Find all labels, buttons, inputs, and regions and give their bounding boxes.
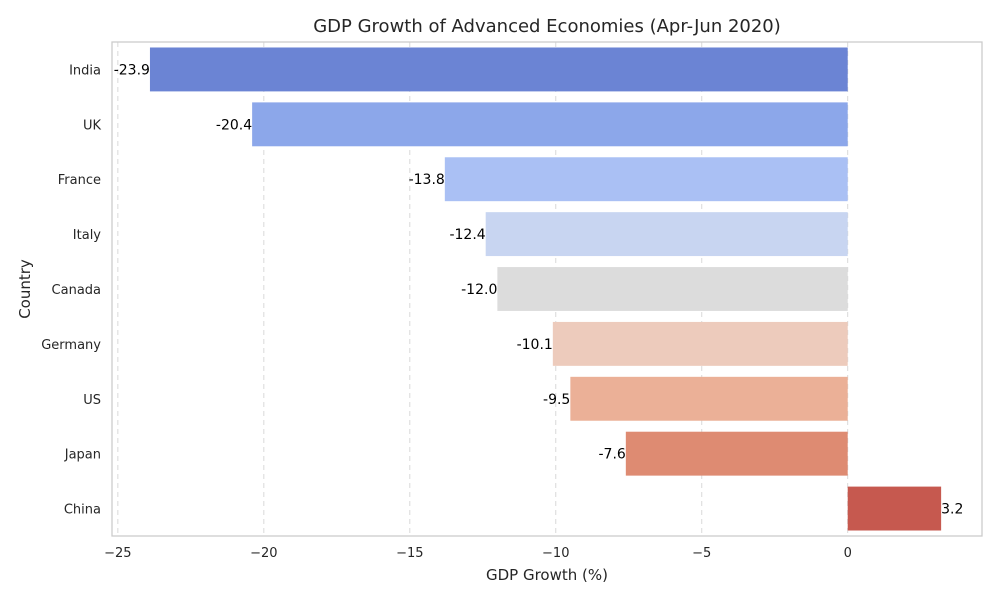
y-tick-label: US bbox=[83, 393, 101, 408]
x-tick-labels: −25 −20 −15 −10 −5 0 bbox=[104, 546, 852, 561]
x-tick-label: −5 bbox=[692, 546, 711, 561]
bar-india bbox=[149, 47, 848, 92]
data-label: -7.6 bbox=[598, 447, 625, 463]
bar-italy bbox=[485, 212, 848, 257]
data-label: -13.8 bbox=[409, 172, 445, 188]
x-axis-title: GDP Growth (%) bbox=[486, 566, 608, 584]
chart-title: GDP Growth of Advanced Economies (Apr-Ju… bbox=[313, 16, 781, 37]
data-label: -12.0 bbox=[461, 282, 497, 298]
x-tick-label: 0 bbox=[844, 546, 852, 561]
y-tick-label: India bbox=[69, 63, 101, 78]
data-label: -9.5 bbox=[543, 392, 570, 408]
data-label: -10.1 bbox=[517, 337, 553, 353]
data-label: -23.9 bbox=[114, 62, 150, 78]
y-tick-label: France bbox=[58, 173, 101, 188]
y-axis-title: Country bbox=[16, 259, 34, 319]
bar-us bbox=[570, 376, 848, 421]
data-label: 3.2 bbox=[941, 502, 963, 518]
y-tick-label: Japan bbox=[64, 448, 101, 463]
bar-uk bbox=[252, 102, 848, 147]
data-labels: -23.9 -20.4 -13.8 -12.4 -12.0 -10.1 -9.5 -7.6 3.… bbox=[114, 62, 964, 517]
x-tick-label: −20 bbox=[250, 546, 277, 561]
x-tick-label: −15 bbox=[396, 546, 423, 561]
bar-france bbox=[444, 157, 848, 202]
bar-china bbox=[847, 486, 942, 531]
bar-japan bbox=[625, 431, 848, 476]
y-tick-labels: India UK France Italy Canada Germany US Japan Ch… bbox=[41, 63, 101, 517]
y-tick-label: Italy bbox=[73, 228, 102, 243]
y-tick-label: China bbox=[64, 503, 101, 518]
y-tick-label: UK bbox=[83, 118, 102, 133]
data-label: -12.4 bbox=[449, 227, 485, 243]
x-tick-label: −10 bbox=[542, 546, 569, 561]
bar-germany bbox=[552, 321, 848, 366]
data-label: -20.4 bbox=[216, 117, 252, 133]
x-tick-label: −25 bbox=[104, 546, 131, 561]
plot-frame bbox=[111, 41, 983, 537]
bars bbox=[149, 47, 942, 531]
bar-canada bbox=[497, 267, 848, 311]
y-tick-label: Germany bbox=[41, 338, 101, 353]
y-tick-label: Canada bbox=[52, 283, 101, 298]
